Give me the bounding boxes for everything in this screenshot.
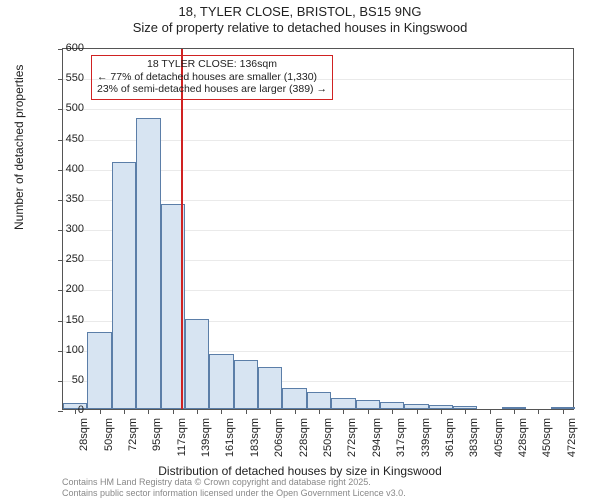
title-line-1: 18, TYLER CLOSE, BRISTOL, BS15 9NG <box>0 4 600 19</box>
xtick-mark <box>270 409 271 414</box>
histogram-bar <box>234 360 258 409</box>
plot-region: 18 TYLER CLOSE: 136sqm← 77% of detached … <box>62 48 574 410</box>
xtick-mark <box>417 409 418 414</box>
annotation-line: 23% of semi-detached houses are larger (… <box>97 83 327 96</box>
ytick-label: 300 <box>44 223 84 235</box>
ytick-label: 450 <box>44 133 84 145</box>
chart-area: 18 TYLER CLOSE: 136sqm← 77% of detached … <box>62 48 574 410</box>
xtick-mark <box>124 409 125 414</box>
xtick-mark <box>465 409 466 414</box>
histogram-bar <box>331 398 355 409</box>
attribution-footer: Contains HM Land Registry data © Crown c… <box>62 477 406 498</box>
ytick-label: 600 <box>44 42 84 54</box>
ytick-label: 400 <box>44 163 84 175</box>
title-line-2: Size of property relative to detached ho… <box>0 20 600 35</box>
annotation-line: 18 TYLER CLOSE: 136sqm <box>97 58 327 71</box>
annotation-box: 18 TYLER CLOSE: 136sqm← 77% of detached … <box>91 55 333 100</box>
histogram-bar <box>209 354 233 410</box>
ytick-label: 50 <box>44 374 84 386</box>
histogram-bar <box>282 388 306 409</box>
xtick-mark <box>490 409 491 414</box>
ytick-label: 250 <box>44 253 84 265</box>
xtick-mark <box>319 409 320 414</box>
histogram-bar <box>87 332 111 409</box>
xtick-mark <box>343 409 344 414</box>
xtick-mark <box>197 409 198 414</box>
histogram-bar <box>380 402 404 409</box>
histogram-bar <box>258 367 282 409</box>
xtick-mark <box>392 409 393 414</box>
xtick-mark <box>563 409 564 414</box>
footer-line-2: Contains public sector information licen… <box>62 488 406 498</box>
xtick-mark <box>100 409 101 414</box>
y-axis-label: Number of detached properties <box>12 65 26 230</box>
annotation-line: ← 77% of detached houses are smaller (1,… <box>97 71 327 84</box>
histogram-bar <box>185 319 209 410</box>
xtick-mark <box>514 409 515 414</box>
ytick-label: 200 <box>44 283 84 295</box>
property-marker-line <box>181 49 183 409</box>
xtick-mark <box>221 409 222 414</box>
x-axis-label: Distribution of detached houses by size … <box>0 464 600 478</box>
ytick-label: 100 <box>44 344 84 356</box>
xtick-mark <box>148 409 149 414</box>
xtick-mark <box>441 409 442 414</box>
ytick-label: 550 <box>44 72 84 84</box>
ytick-label: 500 <box>44 102 84 114</box>
ytick-label: 0 <box>44 404 84 416</box>
ytick-label: 350 <box>44 193 84 205</box>
ytick-label: 150 <box>44 314 84 326</box>
footer-line-1: Contains HM Land Registry data © Crown c… <box>62 477 406 487</box>
histogram-bar <box>136 118 160 409</box>
xtick-mark <box>538 409 539 414</box>
histogram-bar <box>356 400 380 409</box>
xtick-mark <box>368 409 369 414</box>
gridline <box>63 109 573 110</box>
chart-title: 18, TYLER CLOSE, BRISTOL, BS15 9NG Size … <box>0 0 600 35</box>
xtick-mark <box>295 409 296 414</box>
histogram-bar <box>307 392 331 409</box>
xtick-mark <box>173 409 174 414</box>
xtick-mark <box>246 409 247 414</box>
histogram-bar <box>112 162 136 409</box>
